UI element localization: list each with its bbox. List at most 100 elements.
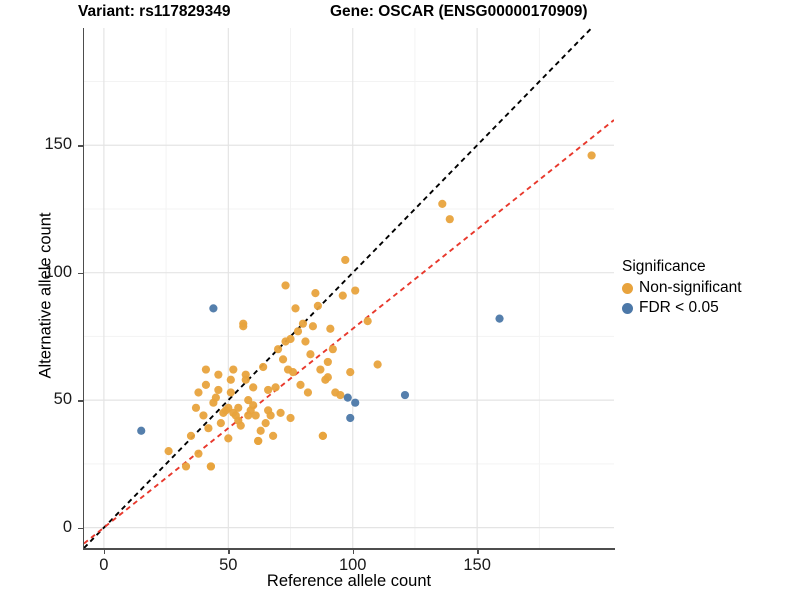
- data-point: [186, 431, 196, 440]
- legend-key-dot-icon: [622, 282, 633, 294]
- data-point: [351, 398, 360, 407]
- x-tick-label: 0: [99, 556, 109, 574]
- legend-key-dot-icon: [622, 302, 633, 314]
- data-point: [254, 436, 263, 446]
- data-point: [363, 317, 372, 326]
- data-point: [201, 365, 211, 374]
- data-point: [311, 288, 320, 298]
- legend-items: Non-significant FDR < 0.05: [622, 278, 797, 318]
- data-point: [286, 334, 295, 344]
- data-point: [495, 314, 504, 323]
- data-point: [236, 421, 245, 430]
- data-point: [191, 403, 201, 412]
- data-point: [204, 424, 213, 433]
- data-point: [323, 373, 332, 382]
- data-point: [216, 418, 225, 428]
- series-non-significant: [164, 151, 596, 471]
- data-point: [214, 385, 223, 395]
- data-point: [318, 431, 327, 440]
- data-point: [181, 462, 191, 471]
- data-point: [400, 390, 410, 400]
- data-point: [341, 255, 350, 265]
- data-point: [234, 403, 243, 412]
- plot-panel: [84, 28, 614, 548]
- data-point: [241, 375, 250, 384]
- data-point: [229, 365, 238, 374]
- data-point: [346, 413, 355, 423]
- data-point: [326, 324, 335, 333]
- data-point: [266, 411, 275, 420]
- data-point: [194, 449, 203, 458]
- data-point: [306, 350, 315, 359]
- x-tick-mark: [352, 549, 355, 554]
- series-fdr-significant: [137, 304, 504, 435]
- data-point: [251, 411, 260, 420]
- legend-item[interactable]: FDR < 0.05: [622, 298, 797, 318]
- legend-label: Non-significant: [639, 279, 742, 296]
- legend: Significance Non-significant FDR < 0.05: [622, 258, 797, 318]
- reference-line-allelic-ratio: [84, 119, 614, 545]
- data-point: [286, 413, 295, 423]
- data-point: [291, 304, 300, 313]
- y-tick-mark: [78, 145, 83, 147]
- y-tick-label: 0: [62, 517, 72, 536]
- legend-item[interactable]: Non-significant: [622, 278, 797, 298]
- data-point: [137, 426, 146, 435]
- data-point: [249, 383, 258, 392]
- y-tick-mark: [78, 527, 83, 529]
- data-point: [199, 411, 208, 420]
- variant-title: Variant: rs117829349: [78, 3, 231, 20]
- gene-title: Gene: OSCAR (ENSG00000170909): [330, 3, 588, 20]
- data-point: [278, 355, 288, 364]
- y-tick-label: 150: [44, 135, 72, 154]
- data-point: [445, 215, 454, 224]
- y-axis-line: [83, 28, 85, 550]
- data-point: [226, 375, 235, 384]
- data-point: [308, 322, 318, 331]
- data-point: [206, 462, 216, 471]
- data-point: [438, 199, 447, 208]
- data-point: [323, 357, 332, 367]
- data-point: [281, 281, 290, 290]
- y-tick-mark: [78, 400, 83, 402]
- data-point: [296, 380, 305, 389]
- data-point: [303, 388, 313, 397]
- data-point: [164, 447, 173, 456]
- data-point: [298, 319, 308, 328]
- data-point: [587, 151, 596, 160]
- x-tick-mark: [103, 549, 106, 554]
- data-point: [343, 393, 352, 402]
- x-tick-label: 100: [338, 556, 367, 574]
- data-point: [226, 388, 235, 397]
- x-axis-line: [83, 548, 615, 550]
- data-point: [336, 390, 345, 400]
- data-point: [261, 418, 270, 428]
- data-point: [239, 322, 248, 331]
- data-point: [346, 368, 355, 377]
- data-point: [313, 301, 322, 310]
- data-point: [273, 345, 283, 354]
- reference-line-identity: [84, 28, 593, 548]
- data-point: [211, 393, 220, 402]
- data-point: [373, 360, 382, 369]
- x-axis-title: Reference allele count: [266, 572, 432, 590]
- plot-canvas: [84, 28, 614, 548]
- data-point: [259, 362, 268, 372]
- data-point: [244, 396, 253, 405]
- y-tick-label: 50: [53, 390, 72, 409]
- x-tick-label: 50: [219, 556, 238, 574]
- x-tick-mark: [228, 549, 230, 554]
- data-point: [269, 431, 278, 440]
- x-tick-label: 150: [463, 556, 491, 574]
- data-point: [293, 327, 303, 336]
- data-point: [351, 286, 360, 295]
- data-point: [201, 380, 211, 389]
- legend-label: FDR < 0.05: [639, 299, 719, 316]
- data-point: [301, 337, 310, 346]
- data-point: [249, 401, 258, 410]
- data-point: [209, 304, 218, 313]
- data-point: [256, 426, 265, 435]
- y-tick-label: 100: [44, 262, 72, 281]
- data-point: [264, 385, 273, 395]
